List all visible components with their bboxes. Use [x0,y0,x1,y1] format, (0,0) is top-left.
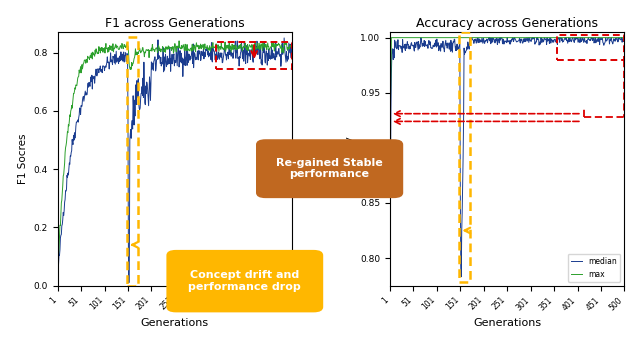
Bar [557,35,625,60]
median [280,36,288,40]
Line: max: max [58,41,292,277]
Text: Concept drift and
performance drop: Concept drift and performance drop [188,270,301,292]
Bar [216,42,292,69]
median [616,37,623,41]
median [514,40,522,44]
Text: Re-gained Stable
performance: Re-gained Stable performance [276,158,383,180]
max [181,49,189,53]
Bar [127,36,138,286]
FancyBboxPatch shape [256,139,403,198]
max [498,35,506,40]
median [54,275,61,280]
max [526,35,534,40]
median [167,69,175,74]
median [620,39,628,43]
median [193,49,201,53]
median [417,35,425,40]
max [165,46,173,51]
Bar [459,32,470,282]
max [615,35,623,40]
median [165,61,173,66]
max [166,45,174,50]
max [283,39,291,44]
max [288,45,296,49]
median [526,38,534,42]
median [288,42,296,46]
median [283,55,291,59]
Line: median: median [58,38,292,283]
median [181,46,189,50]
max [386,167,394,171]
max [54,275,61,279]
Title: Accuracy across Generations: Accuracy across Generations [416,16,598,30]
max [620,35,628,40]
X-axis label: Generations: Generations [473,318,541,328]
median [579,36,587,40]
Legend: median, max: median, max [236,254,288,282]
Y-axis label: F1 Socres: F1 Socres [18,134,28,184]
median [246,47,253,52]
FancyBboxPatch shape [166,250,323,312]
median [458,275,465,279]
median [386,261,394,266]
max [175,39,183,43]
median [498,36,506,41]
max [513,35,521,40]
max [387,35,395,40]
max [193,45,201,49]
max [499,35,507,40]
max [246,44,253,48]
Title: F1 across Generations: F1 across Generations [105,16,244,30]
Line: median: median [390,37,624,277]
max [579,35,586,40]
median [125,281,132,285]
Y-axis label: Accuracy: Accuracy [344,135,355,183]
X-axis label: Generations: Generations [141,318,209,328]
Legend: median, max: median, max [568,254,620,282]
median [500,37,508,42]
Line: max: max [390,37,624,169]
